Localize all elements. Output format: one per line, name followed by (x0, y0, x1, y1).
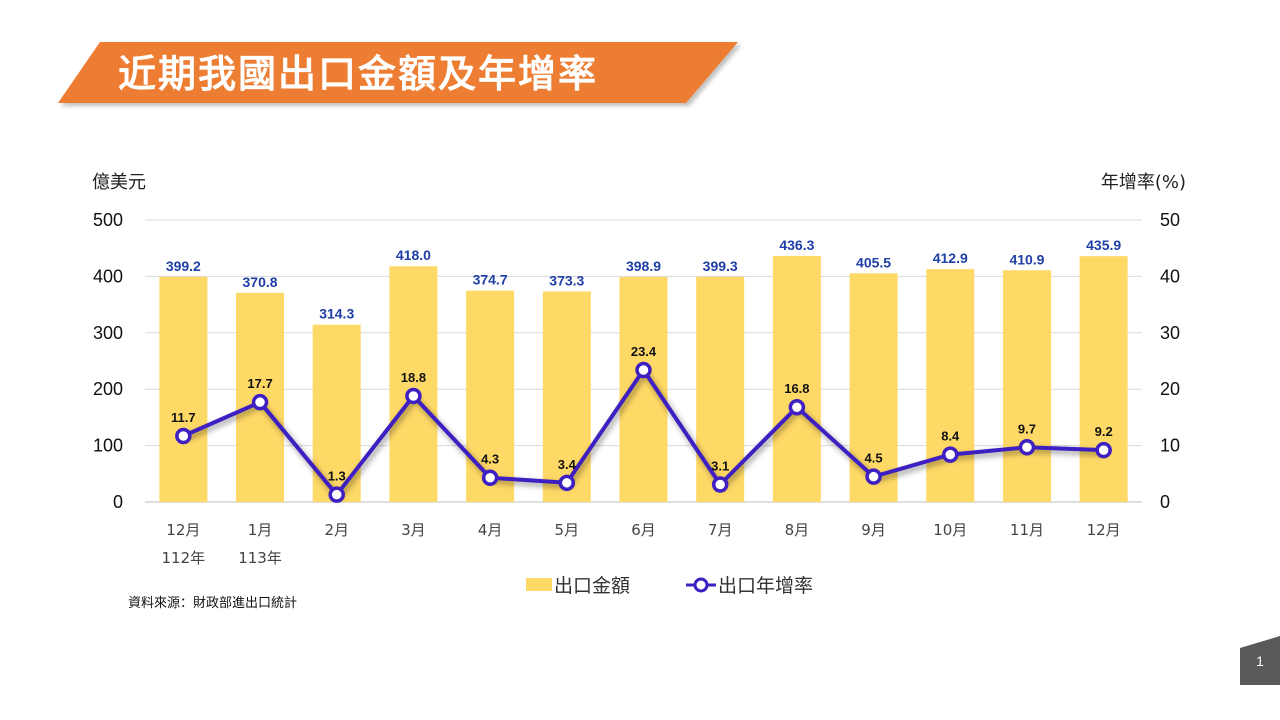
page-badge (1240, 636, 1280, 685)
title-banner (58, 42, 738, 103)
y-tick-right: 0 (1160, 492, 1170, 512)
bar-value-label: 373.3 (549, 272, 584, 288)
growth-point (635, 361, 652, 379)
y-tick-right: 50 (1160, 210, 1180, 230)
bar-value-label: 418.0 (396, 247, 431, 263)
x-tick: 11月 (1010, 521, 1044, 539)
y-tick-right: 20 (1160, 379, 1180, 399)
legend-bar-label: 出口金額 (554, 575, 630, 597)
x-tick: 3月 (401, 521, 426, 539)
source-note: 資料來源：財政部進出口統計 (128, 595, 297, 611)
y-tick-left: 500 (93, 210, 123, 230)
growth-value-label: 4.5 (865, 451, 883, 466)
legend-line-marker (693, 577, 709, 593)
growth-point (405, 387, 422, 405)
x-tick: 4月 (478, 521, 503, 539)
growth-value-label: 23.4 (631, 344, 657, 359)
y-tick-right: 10 (1160, 436, 1180, 456)
x-axis-ticks: 12月 112年 1月 113年 2月 3月 4月 5月 6月 7月 8月 9月 10月 11月 12月 (162, 521, 1121, 567)
growth-value-label: 1.3 (328, 469, 346, 484)
x-tick: 8月 (785, 521, 810, 539)
bar (926, 269, 975, 502)
y-tick-right: 40 (1160, 266, 1180, 286)
x-tick: 10月 (933, 521, 967, 539)
bar (466, 290, 515, 502)
bar-value-label: 399.3 (703, 258, 738, 274)
y-tick-left: 400 (93, 266, 123, 286)
growth-value-label: 11.7 (171, 410, 196, 425)
growth-line: 11.7 17.7 1.3 18.8 4.3 3.4 23.4 3.1 16.8 4.5 8.4 9.… (171, 344, 1113, 503)
growth-value-label: 18.8 (401, 370, 426, 385)
y-tick-left: 0 (113, 492, 123, 512)
growth-point (328, 486, 345, 503)
y-tick-left: 200 (93, 379, 123, 399)
growth-point (942, 446, 959, 463)
bar-labels: 399.2 370.8 314.3 418.0 374.7 373.3 398.9 399.3… (166, 237, 1122, 322)
bar-value-label: 314.3 (319, 306, 354, 322)
x-tick: 12月 (166, 521, 200, 539)
bar (1079, 256, 1128, 502)
bar-value-label: 374.7 (473, 272, 508, 288)
x-tick: 5月 (555, 521, 580, 539)
bar-value-label: 410.9 (1009, 251, 1044, 267)
x-tick: 2月 (324, 521, 349, 539)
x-tick: 12月 (1087, 521, 1121, 539)
left-axis-label: 億美元 (92, 172, 146, 193)
growth-point (558, 474, 576, 492)
legend-line-label: 出口年增率 (718, 575, 813, 597)
bar (772, 255, 821, 502)
growth-value-label: 17.7 (247, 376, 272, 391)
growth-value-label: 3.1 (711, 459, 729, 474)
y-tick-left: 300 (93, 323, 123, 343)
bar (849, 273, 898, 502)
bar (389, 266, 438, 502)
bar-value-label: 398.9 (626, 258, 661, 274)
growth-value-label: 3.4 (558, 457, 577, 472)
legend-bar-swatch (526, 578, 552, 591)
growth-point (788, 398, 806, 416)
bar-value-label: 405.5 (856, 254, 891, 270)
x-tick-year: 113年 (238, 549, 282, 567)
growth-point (1018, 439, 1036, 456)
bar (619, 277, 668, 502)
growth-value-label: 9.7 (1018, 421, 1036, 436)
x-tick-year: 112年 (162, 549, 206, 567)
growth-point (711, 476, 729, 493)
bar-value-label: 436.3 (779, 237, 814, 253)
growth-point (865, 468, 882, 485)
growth-value-label: 8.4 (941, 429, 960, 444)
page-title: 近期我國出口金額及年增率 (118, 52, 598, 96)
bar-value-label: 370.8 (243, 274, 278, 290)
growth-point (175, 427, 192, 445)
growth-value-label: 4.3 (481, 452, 499, 467)
page-number: 1 (1256, 653, 1264, 669)
bar (1002, 270, 1051, 502)
axis-ticks: 0 100 200 300 400 500 0 10 20 30 40 50 (93, 210, 1180, 512)
x-tick: 6月 (631, 521, 656, 539)
right-axis-label: 年增率(%) (1101, 172, 1186, 193)
x-tick: 1月 (248, 521, 273, 539)
x-tick: 7月 (708, 521, 733, 539)
growth-point (1095, 441, 1112, 459)
growth-point (251, 393, 269, 411)
bar-value-label: 399.2 (166, 258, 201, 274)
y-tick-right: 30 (1160, 323, 1180, 343)
y-tick-left: 100 (93, 436, 123, 456)
bar (159, 276, 208, 502)
legend: 出口金額 出口年增率 (526, 575, 813, 597)
bar-value-label: 435.9 (1086, 237, 1121, 253)
growth-value-label: 9.2 (1095, 424, 1113, 439)
bar-value-label: 412.9 (933, 250, 968, 266)
growth-point (481, 469, 499, 486)
x-tick: 9月 (861, 521, 886, 539)
growth-value-label: 16.8 (784, 381, 809, 396)
